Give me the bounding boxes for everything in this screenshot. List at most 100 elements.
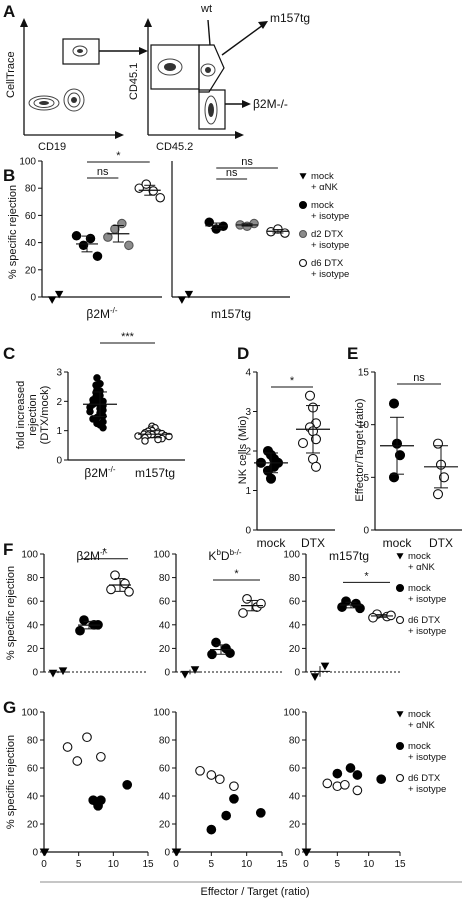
y-tick-label: 60: [289, 764, 301, 775]
x-category-label: DTX: [429, 536, 453, 550]
y-tick-label: 20: [27, 820, 39, 831]
x-category-label: β2M-/-: [84, 465, 115, 480]
data-point: [238, 608, 248, 618]
subplot: 0 20 40 60 80 100 0 5 10 15: [283, 708, 406, 871]
data-point: [302, 848, 312, 857]
data-point: [320, 662, 330, 671]
panel-label-c: C: [3, 344, 15, 363]
data-point: [438, 472, 450, 483]
y-tick-label: 20: [27, 644, 39, 655]
data-point: [78, 240, 89, 251]
data-point: [304, 390, 316, 401]
legend-marker: [298, 258, 308, 268]
data-point: [141, 437, 149, 445]
y-tick-label: 40: [289, 792, 301, 803]
data-point: [99, 423, 107, 432]
panel-label-f: F: [3, 540, 13, 559]
y-tick-label: 80: [27, 736, 39, 747]
data-point: [322, 778, 333, 789]
y-tick-label: 2: [245, 447, 251, 458]
data-point: [58, 667, 68, 676]
panel-label-g: G: [3, 698, 16, 717]
legend-text: + isotype: [311, 269, 349, 280]
data-point: [184, 290, 194, 299]
x-tick-label: 5: [335, 859, 341, 870]
y-tick-label: 0: [294, 848, 300, 859]
data-point: [155, 192, 165, 203]
data-point: [310, 461, 322, 472]
y-tick-label: 80: [27, 573, 39, 584]
y-tick-label: 0: [30, 293, 36, 304]
panel-label-e: E: [347, 344, 358, 363]
panel-b-category-label: m157tg: [211, 307, 251, 321]
data-point: [96, 751, 106, 762]
x-category-label: m157tg: [135, 466, 175, 480]
y-tick-label: 0: [32, 668, 38, 679]
panel-a: A CellTrace CD19: [3, 2, 310, 153]
legend-text: + isotype: [311, 211, 349, 222]
data-point: [214, 774, 225, 785]
y-axis-label: (DTX/mock): [39, 386, 51, 445]
flow1-ylabel: CellTrace: [5, 51, 17, 98]
data-point: [40, 848, 50, 857]
y-tick-label: 60: [27, 597, 39, 608]
subplot-title: KbDb-/-: [208, 548, 241, 563]
significance-label: ns: [226, 167, 238, 179]
x-category-label: mock: [257, 536, 287, 550]
data-point: [48, 669, 58, 678]
gate-label-m157tg: m157tg: [270, 11, 310, 25]
y-axis-label: fold increased: [15, 381, 27, 450]
data-point: [265, 473, 277, 484]
data-point: [340, 779, 350, 790]
y-tick-label: 0: [164, 668, 170, 679]
panel-label-b: B: [3, 166, 15, 185]
data-point: [297, 438, 309, 449]
data-point: [204, 217, 215, 227]
flow-plot-2: wt m157tg β2M-/- CD45.1 CD45.2: [128, 3, 310, 153]
data-point: [86, 407, 94, 416]
legend-marker: [298, 229, 308, 239]
y-tick-label: 0: [56, 456, 62, 467]
data-point: [165, 432, 173, 441]
data-point: [352, 770, 363, 780]
data-point: [54, 290, 64, 299]
legend-text: mock: [408, 741, 431, 752]
legend-text: mock: [311, 171, 334, 182]
data-point: [337, 602, 347, 612]
y-tick-label: 100: [21, 708, 38, 719]
significance-label: *: [102, 547, 107, 559]
y-tick-label: 80: [25, 184, 37, 195]
x-tick-label: 0: [303, 859, 309, 870]
y-tick-label: 20: [289, 820, 301, 831]
panel-b-ylabel: % specific rejection: [7, 185, 19, 279]
panel-c: C 0 1 2 3 fold increased rejection (DTX/mock) β2…: [3, 331, 185, 480]
y-tick-label: 40: [25, 238, 37, 249]
data-point: [148, 186, 158, 196]
y-tick-label: 0: [164, 848, 170, 859]
data-point: [255, 807, 266, 818]
y-tick-label: 60: [159, 597, 171, 608]
data-point: [110, 570, 120, 581]
y-axis-label: NK cells (Mio): [237, 416, 249, 484]
data-point: [180, 670, 190, 679]
panel-e: E 0 5 10 15 Effector/Target (ratio) mock DTX ns: [347, 344, 462, 550]
y-tick-label: 10: [358, 420, 370, 431]
y-tick-label: 40: [27, 620, 39, 631]
y-tick-label: 40: [159, 620, 171, 631]
panel-label-d: D: [237, 344, 249, 363]
legend-text: mock: [408, 551, 431, 562]
y-tick-label: 15: [358, 368, 370, 379]
data-point: [310, 434, 322, 445]
significance-label: ns: [97, 166, 109, 178]
y-tick-label: 80: [159, 573, 171, 584]
subplot: 0 20 40 60 80 100 KbDb-/- *: [153, 548, 282, 679]
legend-text: + αNK: [408, 562, 436, 573]
y-tick-label: 1: [56, 426, 62, 437]
y-tick-label: 60: [159, 764, 171, 775]
y-tick-label: 0: [32, 848, 38, 859]
flow-plot-1: CellTrace CD19: [5, 18, 148, 153]
y-tick-label: 20: [289, 644, 301, 655]
significance-label: ***: [121, 331, 135, 343]
